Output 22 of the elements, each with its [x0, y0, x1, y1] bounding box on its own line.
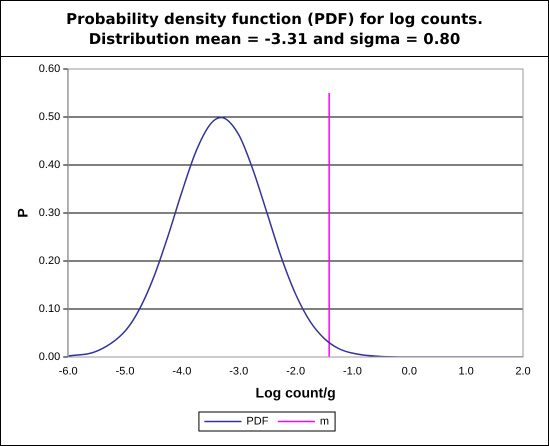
legend-label: PDF — [246, 416, 269, 428]
x-tick-label: -5.0 — [116, 366, 135, 378]
y-tick-label: 0.40 — [38, 159, 60, 172]
x-tick-label: 2.0 — [515, 366, 531, 378]
x-tick-label: 0.0 — [402, 366, 417, 378]
chart-title: Probability density function (PDF) for log counts. — [65, 9, 484, 29]
x-axis-title: Log count/g — [256, 384, 336, 400]
x-tick-label: -2.0 — [286, 366, 306, 378]
x-tick-label: -1.0 — [342, 366, 362, 378]
x-tick-label: 1.0 — [458, 366, 474, 378]
y-tick-label: 0.10 — [38, 303, 60, 316]
y-tick-label: 0.20 — [38, 255, 60, 268]
x-tick-label: -3.0 — [229, 366, 248, 378]
y-axis-title: P — [14, 208, 30, 218]
legend-label: m — [320, 416, 330, 428]
y-tick-label: 0.30 — [38, 207, 60, 220]
chart-subtitle: Distribution mean = -3.31 and sigma = 0.80 — [88, 29, 462, 49]
y-tick-label: 0.50 — [38, 111, 60, 124]
y-tick-label: 0.60 — [38, 63, 60, 76]
x-tick-label: -4.0 — [172, 366, 192, 378]
y-tick-label: 0.00 — [38, 351, 60, 364]
x-tick-label: -6.0 — [58, 366, 78, 378]
